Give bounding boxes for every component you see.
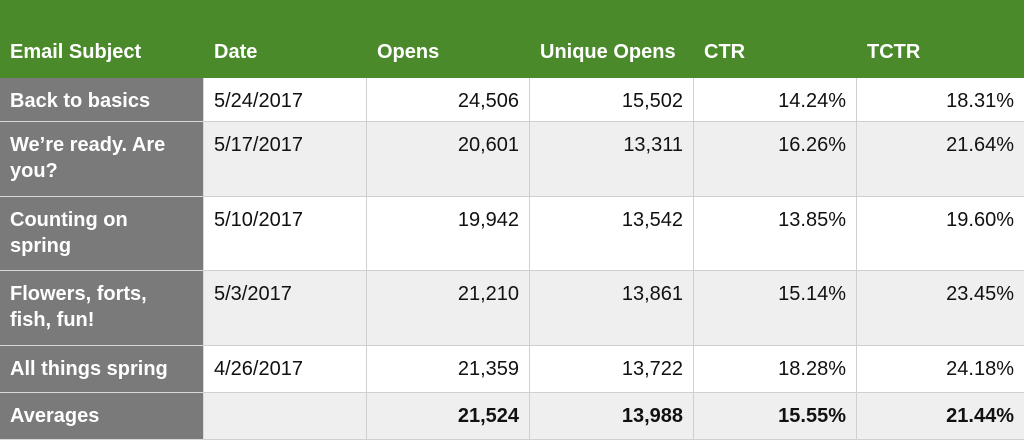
unique-opens-cell: 13,722 [530, 346, 694, 393]
ctr-cell: 15.14% [694, 271, 857, 346]
table-row: Counting on spring 5/10/2017 19,942 13,5… [0, 197, 1024, 271]
table-header-row: Email Subject Date Opens Unique Opens CT… [0, 0, 1024, 78]
tctr-cell: 23.45% [857, 271, 1024, 346]
unique-opens-cell: 13,861 [530, 271, 694, 346]
tctr-cell: 19.60% [857, 197, 1024, 271]
header-date: Date [204, 0, 367, 78]
opens-cell: 21,210 [367, 271, 530, 346]
unique-opens-cell: 13,311 [530, 122, 694, 197]
header-email-subject: Email Subject [0, 0, 204, 78]
ctr-cell: 14.24% [694, 78, 857, 122]
table-row: All things spring 4/26/2017 21,359 13,72… [0, 346, 1024, 393]
tctr-cell: 18.31% [857, 78, 1024, 122]
averages-row: Averages 21,524 13,988 15.55% 21.44% [0, 393, 1024, 440]
ctr-cell: 13.85% [694, 197, 857, 271]
header-opens: Opens [367, 0, 530, 78]
table-row: Back to basics 5/24/2017 24,506 15,502 1… [0, 78, 1024, 122]
average-ctr: 15.55% [694, 393, 857, 440]
header-unique-opens: Unique Opens [530, 0, 694, 78]
email-subject-cell: Counting on spring [0, 197, 204, 271]
table-row: Flowers, forts, fish, fun! 5/3/2017 21,2… [0, 271, 1024, 346]
average-opens: 21,524 [367, 393, 530, 440]
email-subject-cell: All things spring [0, 346, 204, 393]
tctr-cell: 21.64% [857, 122, 1024, 197]
email-subject-cell: We’re ready. Are you? [0, 122, 204, 197]
email-subject-cell: Flowers, forts, fish, fun! [0, 271, 204, 346]
unique-opens-cell: 15,502 [530, 78, 694, 122]
opens-cell: 21,359 [367, 346, 530, 393]
unique-opens-cell: 13,542 [530, 197, 694, 271]
header-ctr: CTR [694, 0, 857, 78]
opens-cell: 24,506 [367, 78, 530, 122]
opens-cell: 20,601 [367, 122, 530, 197]
date-cell: 5/24/2017 [204, 78, 367, 122]
header-tctr: TCTR [857, 0, 1024, 78]
date-cell: 4/26/2017 [204, 346, 367, 393]
table-row: We’re ready. Are you? 5/17/2017 20,601 1… [0, 122, 1024, 197]
date-cell: 5/3/2017 [204, 271, 367, 346]
date-cell: 5/10/2017 [204, 197, 367, 271]
averages-label: Averages [0, 393, 204, 440]
email-subject-cell: Back to basics [0, 78, 204, 122]
average-unique-opens: 13,988 [530, 393, 694, 440]
average-tctr: 21.44% [857, 393, 1024, 440]
ctr-cell: 16.26% [694, 122, 857, 197]
averages-date-cell [204, 393, 367, 440]
ctr-cell: 18.28% [694, 346, 857, 393]
tctr-cell: 24.18% [857, 346, 1024, 393]
date-cell: 5/17/2017 [204, 122, 367, 197]
opens-cell: 19,942 [367, 197, 530, 271]
